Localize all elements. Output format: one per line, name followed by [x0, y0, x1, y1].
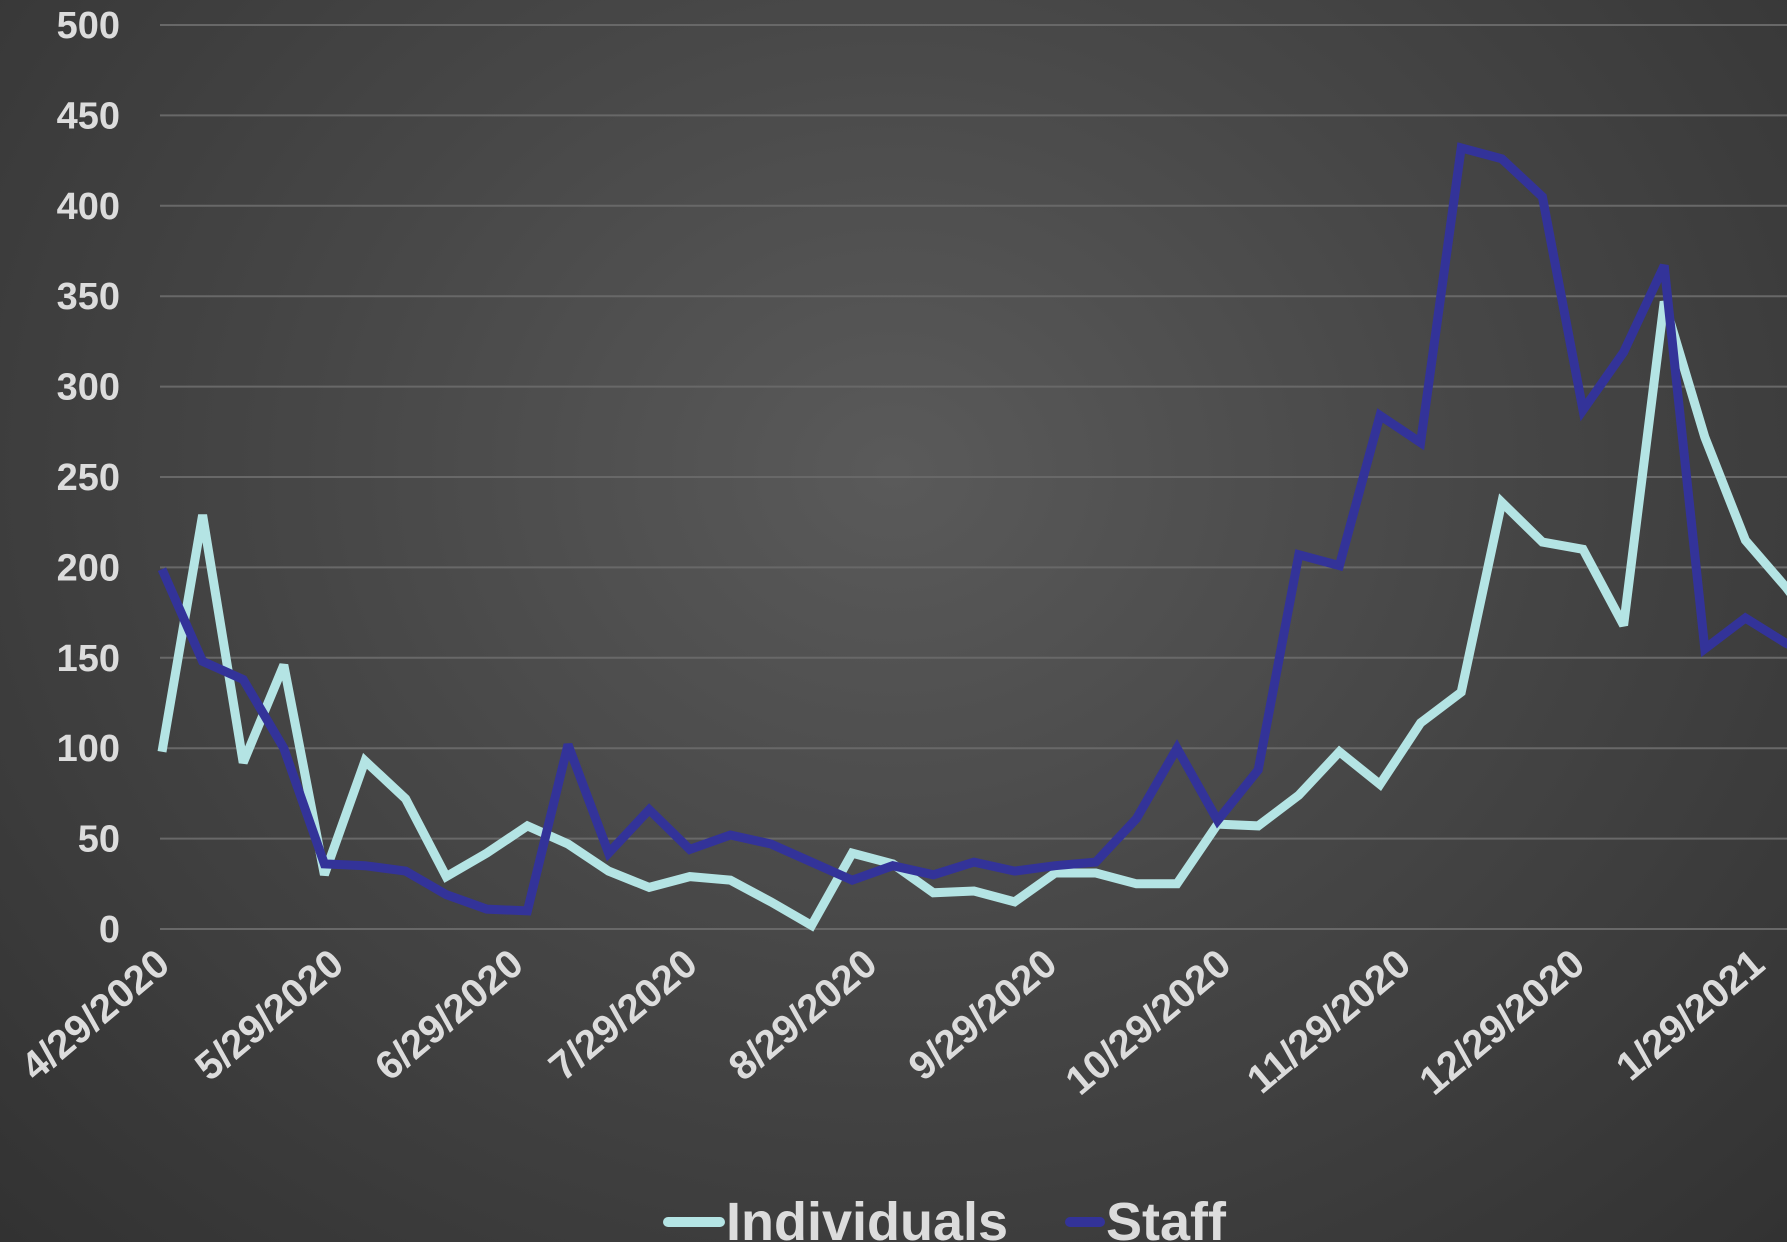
series-line-individuals	[157, 300, 1787, 932]
x-axis: 4/29/2020 5/29/2020 6/29/2020 7/29/2020 8/29…	[13, 941, 1773, 1103]
legend-label-staff: Staff	[1106, 1192, 1227, 1242]
x-tick-label: 5/29/2020	[187, 941, 352, 1089]
y-tick-label: 100	[57, 728, 120, 770]
x-tick-label: 6/29/2020	[367, 941, 532, 1089]
x-tick-label: 11/29/2020	[1239, 941, 1419, 1102]
x-tick-label: 9/29/2020	[901, 941, 1066, 1089]
x-tick-label: 12/29/2020	[1411, 941, 1593, 1103]
y-tick-label: 150	[57, 638, 120, 680]
legend: Individuals Staff	[663, 1192, 1227, 1242]
x-tick-label: 8/29/2020	[721, 941, 886, 1089]
y-tick-label: 250	[57, 457, 120, 499]
y-axis: 0 50 100 150 200 250 300 350 400 450 500	[57, 5, 120, 951]
x-tick-label: 7/29/2020	[541, 941, 706, 1089]
y-tick-label: 500	[57, 5, 120, 47]
y-tick-label: 200	[57, 547, 120, 589]
series-line-staff	[157, 142, 1787, 916]
y-tick-label: 450	[57, 95, 120, 137]
y-tick-label: 400	[57, 186, 120, 228]
series-layer	[157, 142, 1787, 932]
x-tick-label: 10/29/2020	[1058, 941, 1240, 1103]
y-tick-label: 350	[57, 276, 120, 318]
y-tick-label: 0	[99, 909, 120, 951]
x-tick-label: 1/29/2021	[1608, 941, 1773, 1089]
x-tick-label: 4/29/2020	[13, 941, 178, 1089]
y-tick-label: 50	[78, 819, 120, 861]
y-tick-label: 300	[57, 367, 120, 409]
legend-label-individuals: Individuals	[726, 1192, 1008, 1242]
